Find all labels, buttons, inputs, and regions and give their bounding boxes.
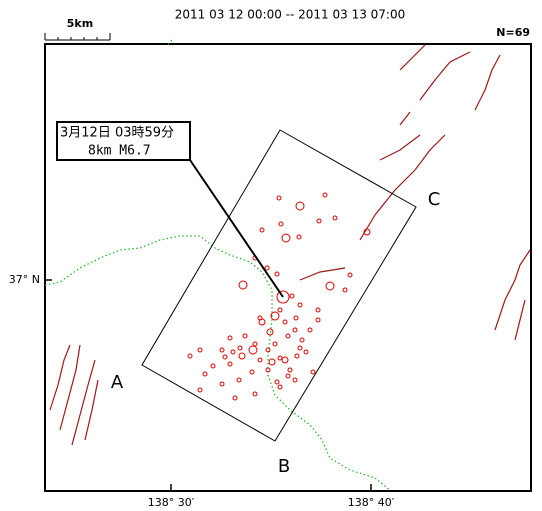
epicenter	[266, 328, 274, 336]
epicenter	[238, 280, 248, 290]
epicenter	[210, 363, 216, 369]
epicenter	[265, 367, 271, 373]
epicenter	[347, 272, 353, 278]
epicenter	[230, 349, 236, 355]
epicenter	[315, 307, 321, 313]
epicenter	[277, 384, 283, 390]
epicenter	[307, 327, 313, 333]
scale-label: 5km	[67, 17, 93, 30]
epicenter	[292, 377, 298, 383]
epicenter	[289, 293, 295, 299]
epicenter	[363, 228, 371, 236]
epicenter	[292, 327, 298, 333]
epicenter	[316, 218, 322, 224]
epicenter	[274, 271, 280, 277]
epicenter	[265, 347, 271, 353]
epicenter	[237, 345, 243, 351]
scale-bar	[44, 33, 111, 41]
epicenter	[268, 358, 276, 366]
epicenter	[257, 357, 263, 363]
epicenter	[285, 373, 291, 379]
section-label: A	[111, 372, 124, 393]
cross-section-box	[141, 129, 417, 442]
axis-ticks	[45, 279, 372, 491]
epicenter	[258, 318, 266, 326]
epicenter	[332, 215, 338, 221]
epicenter	[282, 319, 288, 325]
epicenter	[222, 354, 228, 360]
epicenter	[277, 307, 283, 313]
epicenter	[236, 377, 242, 383]
epicenter	[294, 353, 300, 359]
epicenter	[232, 395, 238, 401]
epicenter	[281, 356, 289, 364]
epicenter	[238, 352, 246, 360]
epicenter	[325, 281, 335, 291]
period-title: 2011 03 12 00:00 -- 2011 03 13 07:00	[175, 8, 406, 22]
epicenter	[248, 345, 258, 355]
epicenter	[303, 349, 309, 355]
epicenters	[187, 192, 371, 401]
epicenter	[315, 317, 321, 323]
epicenter	[259, 227, 265, 233]
callout-detail: 8km M6.7	[88, 144, 151, 159]
epicenter	[287, 367, 293, 373]
callout-box	[56, 121, 191, 161]
longitude-label: 138° 40′	[348, 496, 395, 509]
epicenter	[227, 335, 233, 341]
epicenter	[278, 221, 284, 227]
epicenter	[270, 311, 280, 321]
epicenter	[310, 369, 316, 375]
faults	[49, 44, 531, 446]
event-count: N=69	[496, 26, 530, 39]
epicenter	[342, 287, 348, 293]
epicenter	[297, 302, 303, 308]
epicenter	[219, 381, 225, 387]
map-frame	[44, 43, 532, 492]
epicenter	[296, 234, 302, 240]
epicenter	[187, 353, 193, 359]
epicenter	[276, 195, 282, 201]
longitude-label: 138° 30′	[148, 496, 195, 509]
epicenter	[277, 355, 283, 361]
prefecture-border	[44, 39, 391, 491]
epicenter	[272, 341, 278, 347]
epicenter	[197, 387, 203, 393]
section-label: B	[278, 456, 290, 477]
epicenter	[274, 379, 280, 385]
epicenter	[322, 192, 328, 198]
epicenter	[293, 315, 299, 321]
epicenter	[249, 369, 255, 375]
epicenter	[299, 337, 305, 343]
latitude-label: 37° N	[9, 273, 40, 286]
epicenter	[242, 333, 248, 339]
epicenter	[285, 333, 291, 339]
callout-time: 3月12日 03時59分	[60, 126, 174, 141]
epicenter	[197, 347, 203, 353]
epicenter	[281, 233, 291, 243]
mainshock	[276, 290, 290, 304]
epicenter	[202, 371, 208, 377]
epicenter	[252, 391, 258, 397]
epicenter	[252, 341, 258, 347]
callout-leader	[189, 159, 284, 298]
epicenter	[297, 345, 303, 351]
section-label: C	[428, 189, 441, 210]
epicenter	[295, 201, 305, 211]
epicenter	[264, 265, 270, 271]
epicenter	[219, 347, 225, 353]
epicenter	[227, 361, 233, 367]
